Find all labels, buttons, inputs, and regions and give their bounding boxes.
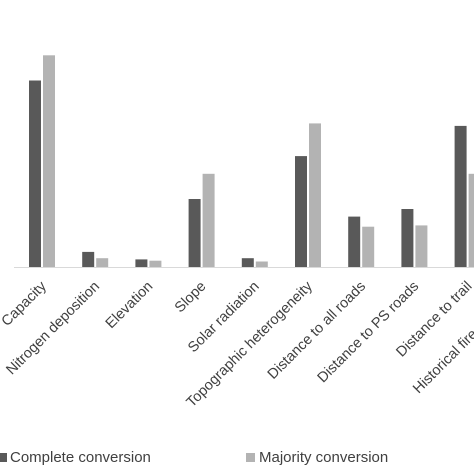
bar-complete-conversion-distance-to-all-roads [348,216,361,267]
bar-complete-conversion-capacity [29,80,41,267]
bar-complete-conversion-distance-to-trail [454,125,467,268]
legend-swatch-complete-conversion [0,453,7,462]
bar-complete-conversion-elevation [135,259,148,267]
legend-swatch-majority-conversion [246,453,255,462]
legend: Complete conversion Majority conversion [0,449,388,466]
bar-majority-conversion-nitrogen-deposition [96,258,109,267]
bar-majority-conversion-distance-to-all-roads [362,226,375,267]
bars-layer [29,55,474,268]
bar-majority-conversion-slope [202,173,215,267]
legend-label-majority-conversion: Majority conversion [259,449,388,466]
bar-complete-conversion-nitrogen-deposition [82,251,95,267]
x-tick-label-capacity: Capacity [0,278,50,330]
bar-majority-conversion-topographic-heterogeneity [309,123,321,268]
x-tick-label-distance-to-all-roads: Distance to all roads [265,279,369,383]
bar-majority-conversion-solar-radiation [255,261,268,267]
x-tick-label-elevation: Elevation [103,279,156,332]
bar-complete-conversion-solar-radiation [241,258,254,267]
bar-majority-conversion-elevation [149,260,162,267]
bar-majority-conversion-distance-to-ps-roads [415,225,428,267]
x-tick-label-nitrogen-deposition: Nitrogen deposition [3,279,103,379]
bar-complete-conversion-slope [188,199,201,267]
x-tick-label-slope: Slope [172,279,210,317]
bar-majority-conversion-capacity [43,55,55,267]
bar-complete-conversion-distance-to-ps-roads [401,209,414,267]
x-tick-label-distance-to-ps-roads: Distance to PS roads [315,279,423,387]
bar-complete-conversion-topographic-heterogeneity [295,156,307,267]
legend-label-complete-conversion: Complete conversion [10,449,151,466]
bar-majority-conversion-distance-to-trail [468,173,474,267]
